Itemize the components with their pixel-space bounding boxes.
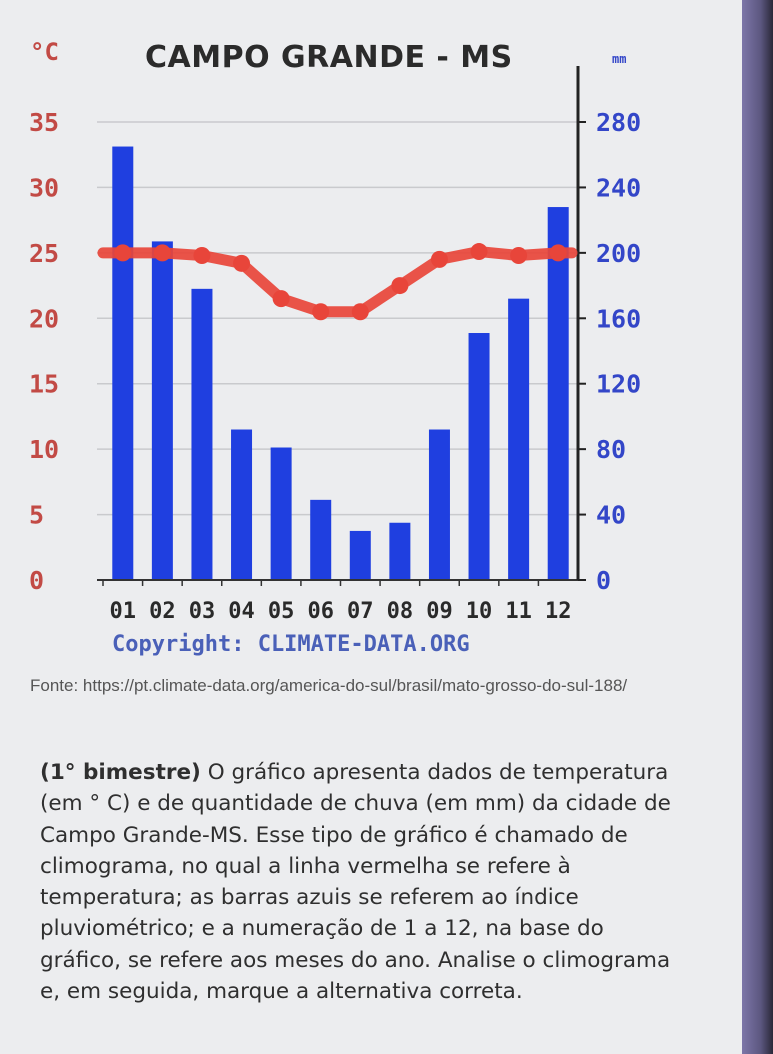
left-tick-label-1: 5 xyxy=(29,501,44,530)
temperature-point-03 xyxy=(193,246,211,264)
month-label-12: 12 xyxy=(545,599,572,624)
month-label-10: 10 xyxy=(466,599,493,624)
right-tick-label-6: 240 xyxy=(596,173,641,202)
right-tick-label-4: 160 xyxy=(596,304,641,333)
month-label-09: 09 xyxy=(426,599,453,624)
axes xyxy=(97,66,586,586)
rain-bar-11 xyxy=(508,298,530,580)
left-tick-label-2: 10 xyxy=(29,435,59,464)
temperature-point-07 xyxy=(351,303,369,321)
left-tick-label-4: 20 xyxy=(29,304,59,333)
temperature-point-09 xyxy=(430,250,448,268)
right-tick-label-2: 80 xyxy=(596,435,626,464)
temperature-point-06 xyxy=(312,303,330,321)
left-axis-unit: °C xyxy=(30,38,59,66)
rain-bar-04 xyxy=(231,429,253,580)
source-caption: Fonte: https://pt.climate-data.org/ameri… xyxy=(30,676,628,695)
left-tick-label-6: 30 xyxy=(29,173,59,202)
right-axis-unit: mm xyxy=(612,52,627,66)
chart-title: CAMPO GRANDE - MS xyxy=(145,40,513,75)
month-label-11: 11 xyxy=(505,599,532,624)
rain-bar-05 xyxy=(270,447,292,580)
temperature-point-05 xyxy=(272,290,290,308)
rain-bar-09 xyxy=(428,429,450,580)
month-label-01: 01 xyxy=(110,599,137,624)
temperature-line xyxy=(97,243,578,321)
rain-bar-02 xyxy=(151,241,173,580)
rain-bar-06 xyxy=(310,499,332,580)
rain-bar-07 xyxy=(349,530,371,580)
rain-bar-01 xyxy=(112,146,134,581)
temperature-point-04 xyxy=(233,254,251,272)
left-tick-label-3: 15 xyxy=(29,370,59,399)
temperature-line-path xyxy=(97,246,578,318)
month-label-03: 03 xyxy=(189,599,216,624)
temperature-point-10 xyxy=(470,243,488,261)
month-label-05: 05 xyxy=(268,599,295,624)
month-label-07: 07 xyxy=(347,599,374,624)
rain-bar-03 xyxy=(191,288,213,580)
left-tick-label-7: 35 xyxy=(29,108,59,137)
month-label-02: 02 xyxy=(149,599,176,624)
rain-bar-10 xyxy=(468,333,490,580)
right-tick-label-5: 200 xyxy=(596,239,641,268)
rain-bar-08 xyxy=(389,522,411,580)
screen-edge xyxy=(742,0,773,1054)
rain-bar-12 xyxy=(547,207,569,581)
month-label-08: 08 xyxy=(387,599,414,624)
right-tick-label-0: 0 xyxy=(596,566,611,595)
month-label-06: 06 xyxy=(307,599,334,624)
left-tick-label-5: 25 xyxy=(29,239,59,268)
temperature-point-01 xyxy=(114,244,132,262)
temperature-point-12 xyxy=(549,244,567,262)
temperature-point-08 xyxy=(391,277,409,295)
right-tick-label-1: 40 xyxy=(596,501,626,530)
month-label-04: 04 xyxy=(228,599,255,624)
left-tick-label-0: 0 xyxy=(29,566,44,595)
temperature-point-02 xyxy=(153,244,171,262)
right-tick-label-7: 280 xyxy=(596,108,641,137)
right-tick-label-3: 120 xyxy=(596,370,641,399)
chart-copyright: Copyright: CLIMATE-DATA.ORG xyxy=(112,632,470,657)
question-lead: (1° bimestre) xyxy=(40,760,201,785)
temperature-point-11 xyxy=(510,246,528,264)
question-body: O gráfico apresenta dados de temperatura… xyxy=(40,760,671,1005)
question-text: (1° bimestre) O gráfico apresenta dados … xyxy=(40,757,680,1007)
